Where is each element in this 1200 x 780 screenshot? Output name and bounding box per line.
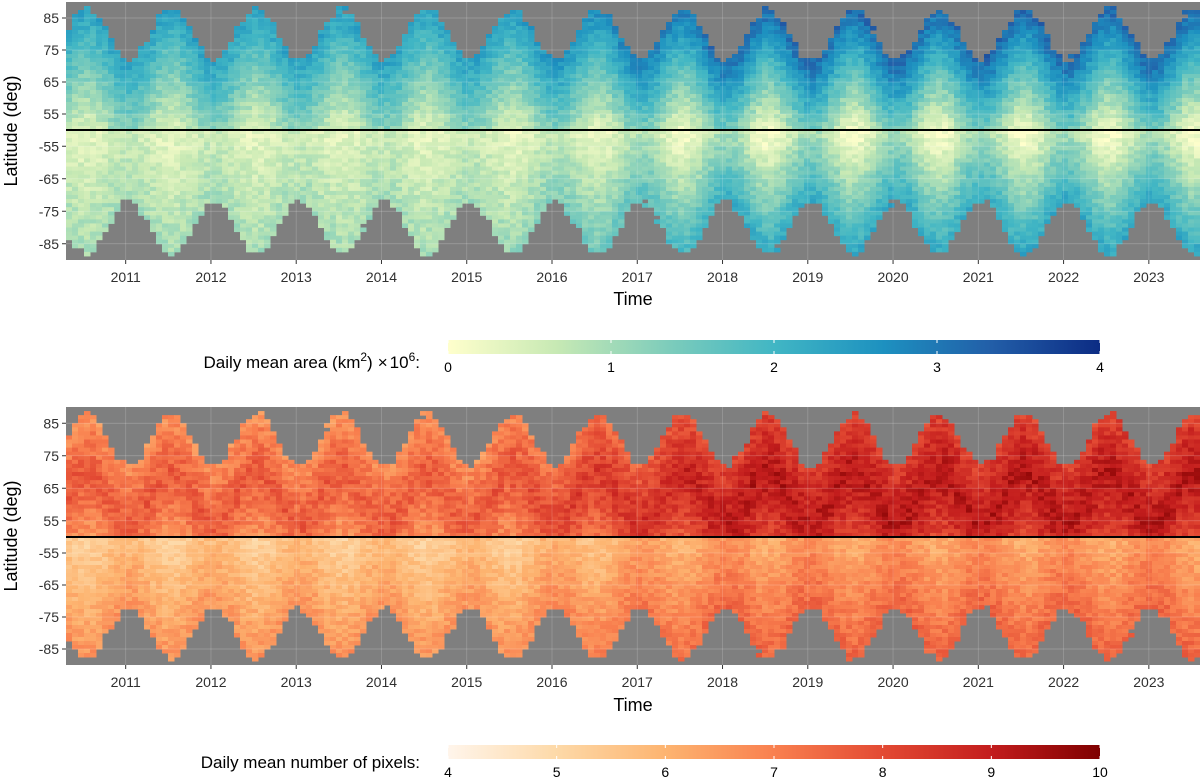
x-tick-label: 2020 bbox=[877, 674, 908, 690]
figure: 85756555-55-65-75-85 2011 2012 2013 2014 201… bbox=[0, 0, 1200, 780]
x-tick-label: 2017 bbox=[622, 269, 653, 285]
y-tick-label: 85 bbox=[43, 415, 59, 431]
x-axis-title: Time bbox=[613, 289, 652, 309]
y-axis-title: Latitude (deg) bbox=[1, 480, 21, 591]
colorbar-tick-label: 9 bbox=[987, 764, 995, 780]
colorbar-tick-label: 10 bbox=[1092, 764, 1108, 780]
colorbar-tick-label: 4 bbox=[444, 764, 452, 780]
x-tick-label: 2011 bbox=[111, 269, 141, 285]
colorbar-tick-label: 3 bbox=[933, 359, 941, 375]
x-tick-label: 2014 bbox=[366, 269, 397, 285]
x-tick-label: 2021 bbox=[963, 269, 994, 285]
x-tick-label: 2014 bbox=[366, 674, 397, 690]
y-tick-label: 75 bbox=[43, 42, 59, 58]
colorbar-tick-label: 1 bbox=[607, 359, 615, 375]
y-tick-label: 55 bbox=[43, 106, 59, 122]
y-tick-label: 85 bbox=[43, 10, 59, 26]
colorbar-area-label: Daily mean area (km2) × 106: bbox=[204, 350, 420, 372]
colorbar-tick-label: 7 bbox=[770, 764, 778, 780]
y-tick-label: -85 bbox=[39, 641, 59, 657]
y-tick-label: 75 bbox=[43, 448, 59, 464]
y-tick-label: -75 bbox=[39, 609, 59, 625]
colorbar-tick-label: 4 bbox=[1096, 359, 1104, 375]
x-tick-label: 2018 bbox=[707, 269, 738, 285]
x-axis-ticks: 2011 2012 2013 2014 2015 2016 2017 2018 2019 2020… bbox=[111, 665, 1165, 690]
colorbar-tick-label: 2 bbox=[770, 359, 778, 375]
x-tick-label: 2017 bbox=[622, 674, 653, 690]
x-tick-label: 2012 bbox=[195, 269, 226, 285]
x-tick-label: 2013 bbox=[281, 269, 312, 285]
y-tick-label: -65 bbox=[39, 171, 59, 187]
y-tick-label: -75 bbox=[39, 203, 59, 219]
colorbar-pixels-label: Daily mean number of pixels: bbox=[201, 753, 420, 772]
x-tick-label: 2016 bbox=[536, 674, 567, 690]
y-tick-label: -55 bbox=[39, 545, 59, 561]
x-axis-title: Time bbox=[613, 695, 652, 715]
x-tick-label: 2022 bbox=[1048, 269, 1079, 285]
colorbar-area: Daily mean area (km2) × 106: 0 1 2 3 4 bbox=[204, 340, 1105, 375]
x-tick-label: 2015 bbox=[451, 674, 482, 690]
y-tick-label: 65 bbox=[43, 480, 59, 496]
y-tick-label: -85 bbox=[39, 236, 59, 252]
y-tick-label: 65 bbox=[43, 74, 59, 90]
x-tick-label: 2020 bbox=[877, 269, 908, 285]
x-tick-label: 2018 bbox=[707, 674, 738, 690]
x-tick-label: 2019 bbox=[792, 269, 823, 285]
x-tick-label: 2021 bbox=[963, 674, 994, 690]
colorbar-pixels: Daily mean number of pixels: 4 5 6 7 8 9 10 bbox=[201, 745, 1108, 780]
y-axis-ticks: 85 75 65 55 -55 -65 -75 -85 bbox=[39, 10, 66, 252]
x-axis-ticks: 2011 2012 2013 2014 2015 2016 2017 2018 2019 2020… bbox=[111, 260, 1165, 285]
y-tick-label: 55 bbox=[43, 513, 59, 529]
y-axis-title: Latitude (deg) bbox=[1, 75, 21, 186]
colorbar-tick-label: 8 bbox=[879, 764, 887, 780]
x-tick-label: 2015 bbox=[451, 269, 482, 285]
x-tick-label: 2016 bbox=[536, 269, 567, 285]
x-tick-label: 2011 bbox=[111, 674, 141, 690]
colorbar-tick-label: 6 bbox=[661, 764, 669, 780]
x-tick-label: 2019 bbox=[792, 674, 823, 690]
x-tick-label: 2023 bbox=[1133, 674, 1164, 690]
y-tick-label: -55 bbox=[39, 138, 59, 154]
x-tick-label: 2022 bbox=[1048, 674, 1079, 690]
colorbar-tick-label: 5 bbox=[553, 764, 561, 780]
y-tick-label: -65 bbox=[39, 577, 59, 593]
x-tick-label: 2012 bbox=[195, 674, 226, 690]
x-tick-label: 2023 bbox=[1133, 269, 1164, 285]
colorbar-tick-label: 0 bbox=[444, 359, 452, 375]
y-axis-ticks: 85 75 65 55 -55 -65 -75 -85 bbox=[39, 415, 66, 657]
x-tick-label: 2013 bbox=[281, 674, 312, 690]
